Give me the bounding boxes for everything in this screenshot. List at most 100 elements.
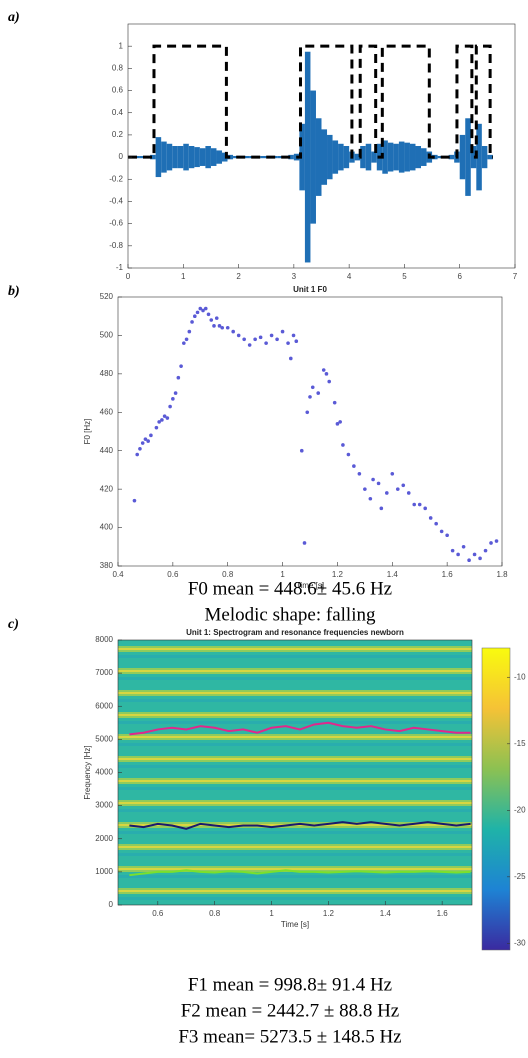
point xyxy=(445,533,449,538)
point xyxy=(371,477,375,482)
point xyxy=(146,439,150,443)
point xyxy=(198,306,203,311)
point xyxy=(190,320,194,324)
point xyxy=(423,506,428,511)
waveform-segment xyxy=(227,154,234,160)
point xyxy=(149,433,153,438)
waveform-segment xyxy=(321,129,328,185)
point xyxy=(439,529,444,534)
waveform-segment xyxy=(277,155,283,159)
waveform-segment xyxy=(221,152,228,162)
waveform-segment xyxy=(360,146,366,169)
waveform-segment xyxy=(437,155,444,159)
y-tick-label: 0.8 xyxy=(112,63,124,72)
point xyxy=(157,420,161,424)
point xyxy=(209,318,214,322)
x-tick-label: 2 xyxy=(236,272,241,281)
formant-line xyxy=(129,821,471,830)
point xyxy=(302,541,307,545)
waveform-segment xyxy=(465,118,471,196)
point xyxy=(132,498,137,503)
point xyxy=(379,506,384,511)
waveform-segment xyxy=(476,123,482,191)
caption: F2 mean = 2442.7 ± 88.8 Hz xyxy=(181,1000,400,1021)
waveform-segment xyxy=(233,155,239,159)
waveform-segment xyxy=(409,143,416,171)
waveform-segment xyxy=(166,143,173,171)
waveform-segment xyxy=(177,146,184,169)
point xyxy=(483,548,488,553)
y-tick-label: 380 xyxy=(100,561,114,570)
point xyxy=(310,385,315,390)
point xyxy=(242,337,246,342)
waveform-segment xyxy=(183,143,189,171)
caption: F0 mean = 448.6± 45.6 Hz xyxy=(188,578,392,599)
point xyxy=(225,325,230,330)
formant-line xyxy=(129,721,471,736)
waveform-segment xyxy=(481,146,488,169)
y-tick-label: 0.2 xyxy=(112,130,124,139)
waveform-segment xyxy=(398,141,405,173)
x-tick-label: 3 xyxy=(292,272,297,281)
point xyxy=(264,341,268,345)
colorbar xyxy=(481,647,511,951)
point xyxy=(461,544,466,549)
waveform-segment xyxy=(382,140,388,174)
point xyxy=(176,375,181,380)
waveform-segment xyxy=(199,148,206,166)
point xyxy=(308,395,312,399)
point xyxy=(299,448,304,453)
point xyxy=(327,379,332,384)
waveform-segment xyxy=(155,137,162,178)
point xyxy=(346,452,351,457)
point xyxy=(253,337,257,342)
y-axis-label: F0 [Hz] xyxy=(83,419,92,445)
point xyxy=(478,556,482,561)
point xyxy=(450,548,455,553)
point xyxy=(269,333,274,338)
point xyxy=(162,414,167,418)
panel-label: c) xyxy=(8,617,19,632)
point xyxy=(395,487,400,491)
point xyxy=(171,397,175,401)
x-tick-label: 4 xyxy=(347,272,352,281)
envelope-line xyxy=(128,44,493,159)
point xyxy=(467,558,471,563)
colorbar-tick-label: -15 xyxy=(514,739,526,748)
x-axis-label: Time [s] xyxy=(281,920,309,929)
waveform-segment xyxy=(387,142,394,172)
point xyxy=(456,552,460,557)
caption: Melodic shape: falling xyxy=(205,604,376,625)
point xyxy=(472,552,477,557)
point xyxy=(206,312,211,317)
waveform-segment xyxy=(299,123,305,191)
y-tick-label: 440 xyxy=(100,446,114,455)
point xyxy=(135,452,139,457)
point xyxy=(184,337,189,342)
colorbar-tick-label: -10 xyxy=(514,672,526,681)
point xyxy=(231,329,235,334)
x-tick-label: 1.4 xyxy=(387,570,399,579)
waveform-segment xyxy=(448,154,455,160)
point xyxy=(217,324,222,328)
point xyxy=(286,341,290,345)
y-tick-label: 0 xyxy=(109,900,114,909)
waveform-segment xyxy=(210,148,217,166)
point xyxy=(154,425,159,430)
point xyxy=(316,391,321,395)
chart-title: Unit 1: Spectrogram and resonance freque… xyxy=(186,628,404,637)
waveform-segment xyxy=(432,154,438,160)
plot-frame xyxy=(117,296,503,567)
point xyxy=(275,337,279,342)
point xyxy=(182,341,186,345)
point xyxy=(195,310,200,315)
caption: F1 mean = 998.8± 91.4 Hz xyxy=(188,974,392,995)
x-tick-label: 1.2 xyxy=(332,570,344,579)
point xyxy=(220,325,225,330)
y-tick-label: 2000 xyxy=(95,834,113,843)
panel-label: b) xyxy=(8,284,20,299)
waveform-segment xyxy=(354,153,361,161)
y-axis-label: Frequency [Hz] xyxy=(83,745,92,799)
